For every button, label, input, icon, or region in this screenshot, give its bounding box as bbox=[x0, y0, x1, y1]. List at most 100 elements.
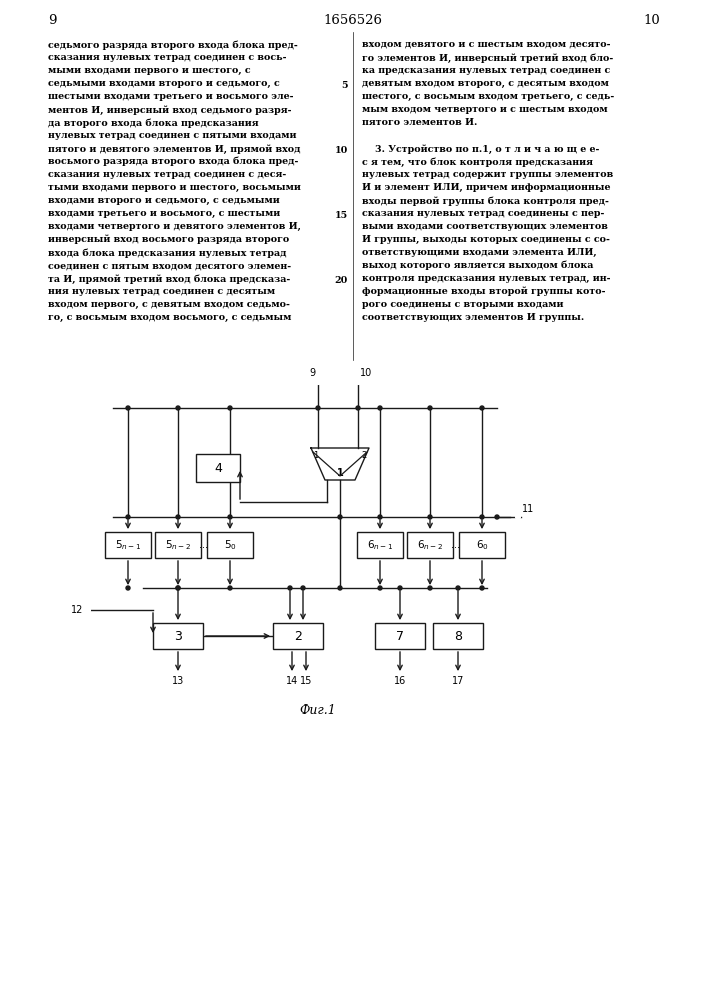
Text: 16: 16 bbox=[394, 676, 406, 686]
Circle shape bbox=[126, 586, 130, 590]
Circle shape bbox=[228, 515, 232, 519]
Circle shape bbox=[176, 586, 180, 590]
Text: девятым входом второго, с десятым входом: девятым входом второго, с десятым входом bbox=[362, 79, 609, 88]
Bar bbox=[196, 454, 240, 482]
Circle shape bbox=[288, 586, 292, 590]
Text: $6_{n-1}$: $6_{n-1}$ bbox=[367, 538, 393, 552]
Text: входами третьего и восьмого, с шестыми: входами третьего и восьмого, с шестыми bbox=[48, 209, 280, 218]
Text: 1: 1 bbox=[313, 450, 319, 460]
Circle shape bbox=[428, 406, 432, 410]
Text: восьмого разряда второго входа блока пред-: восьмого разряда второго входа блока пре… bbox=[48, 157, 298, 166]
Circle shape bbox=[456, 586, 460, 590]
Text: сказания нулевых тетрад соединен с вось-: сказания нулевых тетрад соединен с вось- bbox=[48, 53, 286, 62]
Text: входа блока предсказания нулевых тетрад: входа блока предсказания нулевых тетрад bbox=[48, 248, 286, 257]
Text: выход которого является выходом блока: выход которого является выходом блока bbox=[362, 261, 593, 270]
Circle shape bbox=[495, 515, 499, 519]
Text: $6_{n-2}$: $6_{n-2}$ bbox=[417, 538, 443, 552]
Bar bbox=[273, 623, 323, 649]
Text: пятого элементов И.: пятого элементов И. bbox=[362, 118, 477, 127]
Circle shape bbox=[228, 586, 232, 590]
Text: И группы, выходы которых соединены с со-: И группы, выходы которых соединены с со- bbox=[362, 235, 610, 244]
Text: мыми входами первого и шестого, с: мыми входами первого и шестого, с bbox=[48, 66, 250, 75]
Text: мым входом четвертого и с шестым входом: мым входом четвертого и с шестым входом bbox=[362, 105, 607, 114]
Text: 12: 12 bbox=[71, 605, 83, 615]
Text: да второго входа блока предсказания: да второго входа блока предсказания bbox=[48, 118, 259, 127]
Text: 10: 10 bbox=[334, 146, 348, 155]
Text: седьмого разряда второго входа блока пред-: седьмого разряда второго входа блока пре… bbox=[48, 40, 298, 49]
Text: шестыми входами третьего и восьмого эле-: шестыми входами третьего и восьмого эле- bbox=[48, 92, 293, 101]
Text: 11: 11 bbox=[522, 504, 534, 514]
Bar bbox=[433, 623, 483, 649]
Bar bbox=[207, 532, 253, 558]
Bar bbox=[407, 532, 453, 558]
Text: 20: 20 bbox=[334, 276, 348, 285]
Circle shape bbox=[356, 406, 360, 410]
Circle shape bbox=[126, 406, 130, 410]
Circle shape bbox=[316, 406, 320, 410]
Text: выми входами соответствующих элементов: выми входами соответствующих элементов bbox=[362, 222, 608, 231]
Circle shape bbox=[378, 406, 382, 410]
Text: с я тем, что блок контроля предсказания: с я тем, что блок контроля предсказания bbox=[362, 157, 593, 167]
Text: нулевых тетрад соединен с пятыми входами: нулевых тетрад соединен с пятыми входами bbox=[48, 131, 296, 140]
Text: И и элемент ИЛИ, причем информационные: И и элемент ИЛИ, причем информационные bbox=[362, 183, 611, 192]
Text: ментов И, инверсный вход седьмого разря-: ментов И, инверсный вход седьмого разря- bbox=[48, 105, 291, 115]
Circle shape bbox=[515, 514, 520, 520]
Circle shape bbox=[176, 586, 180, 590]
Bar bbox=[105, 532, 151, 558]
Circle shape bbox=[480, 406, 484, 410]
Text: входом девятого и с шестым входом десято-: входом девятого и с шестым входом десято… bbox=[362, 40, 611, 49]
Circle shape bbox=[301, 586, 305, 590]
Text: 8: 8 bbox=[454, 630, 462, 643]
Circle shape bbox=[428, 515, 432, 519]
Circle shape bbox=[428, 586, 432, 590]
Text: $5_{n-2}$: $5_{n-2}$ bbox=[165, 538, 191, 552]
Text: инверсный вход восьмого разряда второго: инверсный вход восьмого разряда второго bbox=[48, 235, 289, 244]
Text: 3. Устройство по п.1, о т л и ч а ю щ е е-: 3. Устройство по п.1, о т л и ч а ю щ е … bbox=[362, 144, 600, 154]
Text: 15: 15 bbox=[335, 211, 348, 220]
Circle shape bbox=[315, 379, 320, 384]
Text: 10: 10 bbox=[643, 13, 660, 26]
Circle shape bbox=[86, 607, 90, 612]
Circle shape bbox=[378, 515, 382, 519]
Text: сказания нулевых тетрад соединен с деся-: сказания нулевых тетрад соединен с деся- bbox=[48, 170, 286, 179]
Circle shape bbox=[338, 515, 342, 519]
Text: сказания нулевых тетрад соединены с пер-: сказания нулевых тетрад соединены с пер- bbox=[362, 209, 604, 218]
Text: 9: 9 bbox=[309, 368, 315, 378]
Text: ответствующими входами элемента ИЛИ,: ответствующими входами элемента ИЛИ, bbox=[362, 248, 597, 257]
Text: ...: ... bbox=[199, 540, 209, 550]
Text: Фиг.1: Фиг.1 bbox=[300, 704, 337, 718]
Text: соответствующих элементов И группы.: соответствующих элементов И группы. bbox=[362, 313, 584, 322]
Text: 2: 2 bbox=[361, 450, 367, 460]
Text: та И, прямой третий вход блока предсказа-: та И, прямой третий вход блока предсказа… bbox=[48, 274, 291, 284]
Text: 4: 4 bbox=[214, 462, 222, 475]
Text: го элементов И, инверсный третий вход бло-: го элементов И, инверсный третий вход бл… bbox=[362, 53, 613, 63]
Text: $6_0$: $6_0$ bbox=[476, 538, 489, 552]
Text: тыми входами первого и шестого, восьмыми: тыми входами первого и шестого, восьмыми bbox=[48, 183, 301, 192]
Text: 5: 5 bbox=[341, 81, 348, 90]
Text: входы первой группы блока контроля пред-: входы первой группы блока контроля пред- bbox=[362, 196, 609, 206]
Bar bbox=[153, 623, 203, 649]
Text: 2: 2 bbox=[294, 630, 302, 643]
Bar bbox=[459, 532, 505, 558]
Circle shape bbox=[176, 515, 180, 519]
Text: 17: 17 bbox=[452, 676, 464, 686]
Text: го, с восьмым входом восьмого, с седьмым: го, с восьмым входом восьмого, с седьмым bbox=[48, 313, 291, 322]
Bar bbox=[155, 532, 201, 558]
Text: седьмыми входами второго и седьмого, с: седьмыми входами второго и седьмого, с bbox=[48, 79, 280, 88]
Text: ния нулевых тетрад соединен с десятым: ния нулевых тетрад соединен с десятым bbox=[48, 287, 275, 296]
Text: 9: 9 bbox=[48, 13, 57, 26]
Circle shape bbox=[126, 515, 130, 519]
Text: формационные входы второй группы кото-: формационные входы второй группы кото- bbox=[362, 287, 605, 296]
Text: контроля предсказания нулевых тетрад, ин-: контроля предсказания нулевых тетрад, ин… bbox=[362, 274, 611, 283]
Text: 14: 14 bbox=[286, 676, 298, 686]
Circle shape bbox=[338, 586, 342, 590]
Circle shape bbox=[480, 515, 484, 519]
Text: ...: ... bbox=[452, 540, 460, 550]
Text: $5_0$: $5_0$ bbox=[223, 538, 236, 552]
Text: ка предсказания нулевых тетрад соединен с: ка предсказания нулевых тетрад соединен … bbox=[362, 66, 610, 75]
Text: 3: 3 bbox=[174, 630, 182, 643]
Circle shape bbox=[480, 586, 484, 590]
Circle shape bbox=[356, 379, 361, 384]
Bar bbox=[357, 532, 403, 558]
Text: 10: 10 bbox=[360, 368, 373, 378]
